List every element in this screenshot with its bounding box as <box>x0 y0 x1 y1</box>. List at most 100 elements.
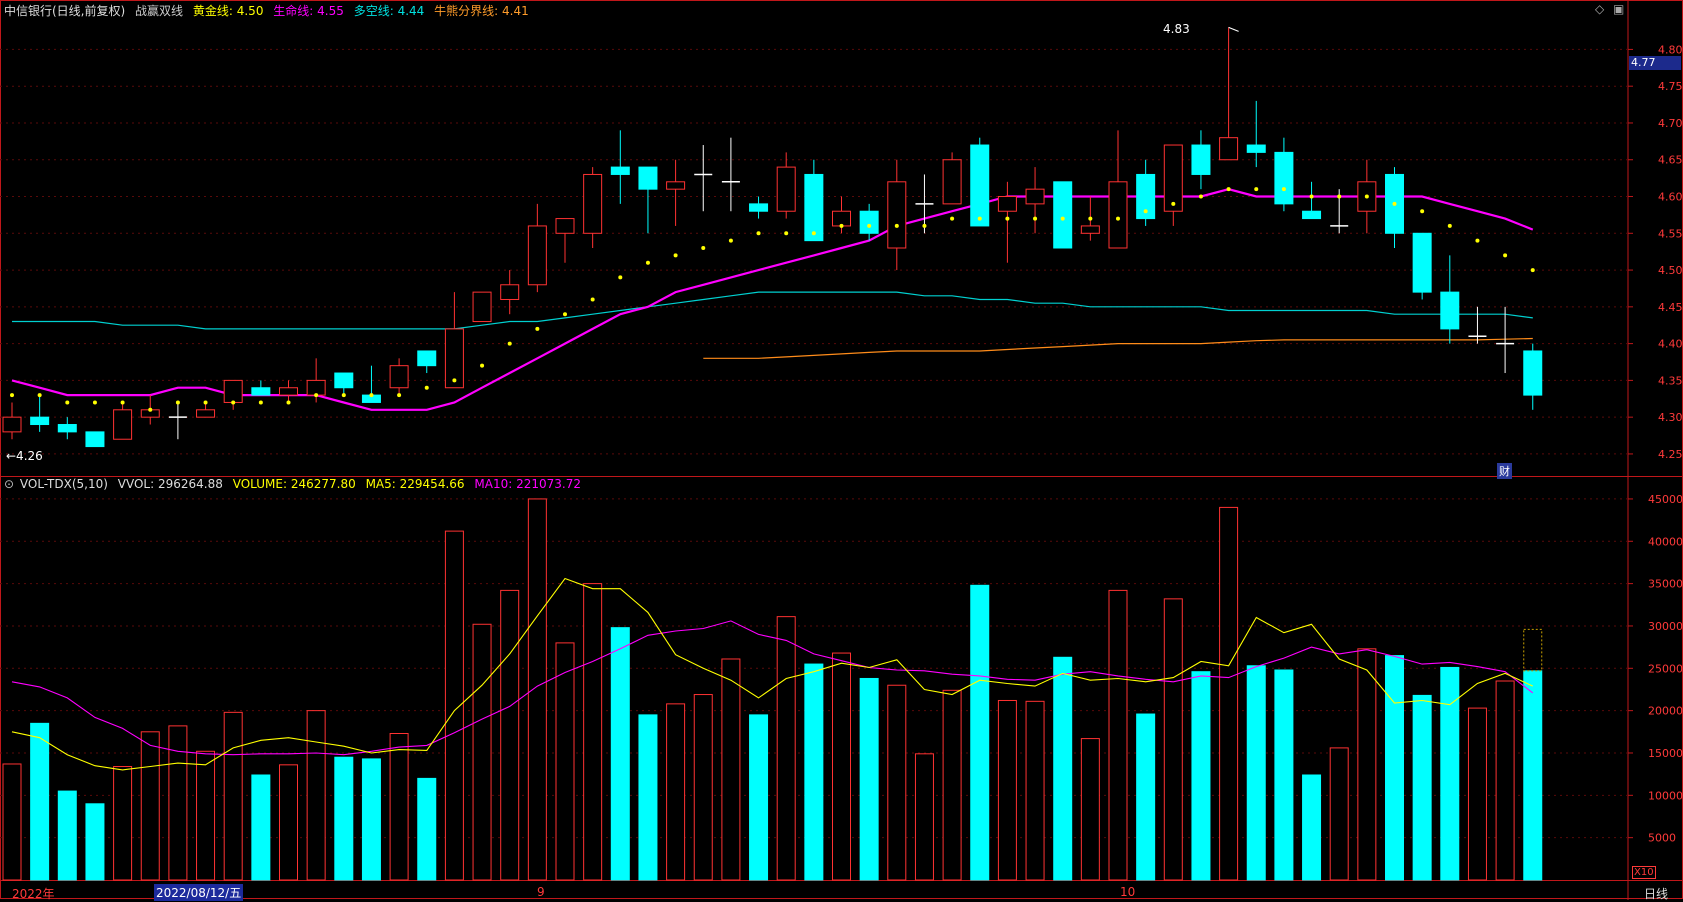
volume-bar <box>113 766 133 881</box>
candle-body <box>113 409 133 440</box>
volume-bar <box>555 642 575 881</box>
price-tick-label: 4.25 <box>1658 448 1683 461</box>
volume-bar <box>583 583 603 881</box>
gold-dot <box>535 326 540 331</box>
longshort-label: 多空线: <box>353 4 394 18</box>
gold-dot <box>507 341 512 346</box>
life-line <box>11 188 1534 411</box>
volume-ma10-line <box>11 620 1534 756</box>
volume-bar <box>444 530 464 881</box>
candle-body <box>334 372 354 389</box>
gold-dot <box>590 297 595 302</box>
price-header: 中信银行(日线,前复权) 战赢双线 黄金线: 4.50 生命线: 4.55 多空… <box>4 2 535 19</box>
volume-bar <box>1357 648 1377 881</box>
gold-dot <box>10 393 14 398</box>
volume-bar <box>30 722 50 881</box>
volume-bar <box>887 684 907 881</box>
volume-bar <box>638 714 658 881</box>
longshort-line <box>12 291 1533 330</box>
candle-body <box>444 328 464 389</box>
price-tick-label: 4.75 <box>1658 80 1683 93</box>
gold-value: 4.50 <box>236 4 264 18</box>
volume-bar <box>749 714 769 881</box>
gold-dot <box>1005 216 1010 221</box>
price-tick-label: 4.35 <box>1658 374 1683 387</box>
date-label-selected: 2022/08/12/五 <box>154 884 244 901</box>
gold-dot <box>867 223 872 228</box>
volume-bar <box>1136 713 1156 881</box>
finance-marker[interactable]: 财 <box>1497 463 1512 479</box>
volume-bar <box>1219 506 1239 881</box>
candle-body <box>1219 137 1239 161</box>
gold-dot <box>1088 216 1093 221</box>
volume-indicator[interactable]: VOL-TDX(5,10) <box>19 477 108 491</box>
volume-tick-label: 15000 <box>1648 747 1683 760</box>
candle-body <box>500 284 520 300</box>
candle-body <box>942 159 962 205</box>
gold-dot <box>37 393 42 398</box>
volume-tick-label: 5000 <box>1648 832 1676 845</box>
ma10-label: MA10: <box>474 477 513 491</box>
gold-dot <box>563 312 567 317</box>
volume-bar <box>527 498 547 881</box>
stock-title: 中信银行(日线,前复权) <box>4 4 126 18</box>
candle-body <box>970 144 990 227</box>
gold-dot <box>314 393 319 398</box>
collapse-icon[interactable]: ⊙ <box>4 477 15 491</box>
candle-body <box>1108 181 1128 249</box>
volume-bar <box>1412 694 1432 881</box>
gold-label: 黄金线: <box>192 4 233 18</box>
volume-bar <box>251 774 271 881</box>
period-label[interactable]: 日线 <box>1644 887 1669 901</box>
indicator-name[interactable]: 战赢双线 <box>135 4 184 18</box>
price-tick-label: 4.40 <box>1658 338 1683 351</box>
gold-dot <box>1475 238 1480 243</box>
volume-outline-bar <box>1523 628 1543 672</box>
diamond-icon[interactable]: ◇ <box>1595 2 1605 16</box>
max-price-label: 4.83 <box>1163 22 1190 36</box>
volume-bar <box>306 710 326 881</box>
volume-bar <box>140 731 160 881</box>
candle-body <box>1163 144 1183 212</box>
ma5-value: 229454.66 <box>399 477 465 491</box>
price-tick-label: 4.70 <box>1658 117 1683 130</box>
volume-bar <box>1274 669 1294 881</box>
gold-dot <box>1060 216 1065 221</box>
ma10-value: 221073.72 <box>516 477 581 491</box>
candle-body <box>57 424 77 433</box>
volume-bar <box>85 803 105 881</box>
candle-body <box>1080 225 1100 234</box>
volume-bar <box>2 763 22 881</box>
volume-bar <box>610 627 630 881</box>
candle-body <box>279 387 298 396</box>
volume-value: 246277.80 <box>290 477 356 491</box>
life-label: 生命线: <box>273 4 314 18</box>
volume-bar <box>1080 738 1100 881</box>
candle-body <box>666 181 686 190</box>
volume-bar <box>859 677 879 881</box>
volume-bar <box>1523 670 1543 881</box>
x10-badge[interactable]: X10 <box>1632 866 1656 879</box>
volume-bar <box>1302 774 1322 881</box>
gold-dot <box>1116 216 1120 221</box>
volume-bar <box>389 733 409 881</box>
gold-dot <box>286 400 291 405</box>
maximize-icon[interactable]: ▣ <box>1613 2 1625 16</box>
volume-bar <box>1440 666 1460 881</box>
volume-tick-label: 30000 <box>1648 620 1683 633</box>
gold-dot <box>424 385 429 390</box>
gold-dot <box>148 407 153 412</box>
candle-body <box>2 416 22 433</box>
price-tick-label: 4.60 <box>1658 191 1683 204</box>
candle-body <box>1274 151 1294 205</box>
gold-dot <box>397 393 402 398</box>
price-tick-label: 4.50 <box>1658 264 1683 277</box>
ma5-label: MA5: <box>365 477 396 491</box>
volume-bar <box>914 753 934 881</box>
bullbear-line <box>703 337 1533 359</box>
gold-dot <box>673 253 678 258</box>
gold-dot <box>65 400 70 405</box>
candle-body <box>887 181 907 249</box>
candle-body <box>472 291 492 323</box>
volume-bar <box>693 694 713 881</box>
